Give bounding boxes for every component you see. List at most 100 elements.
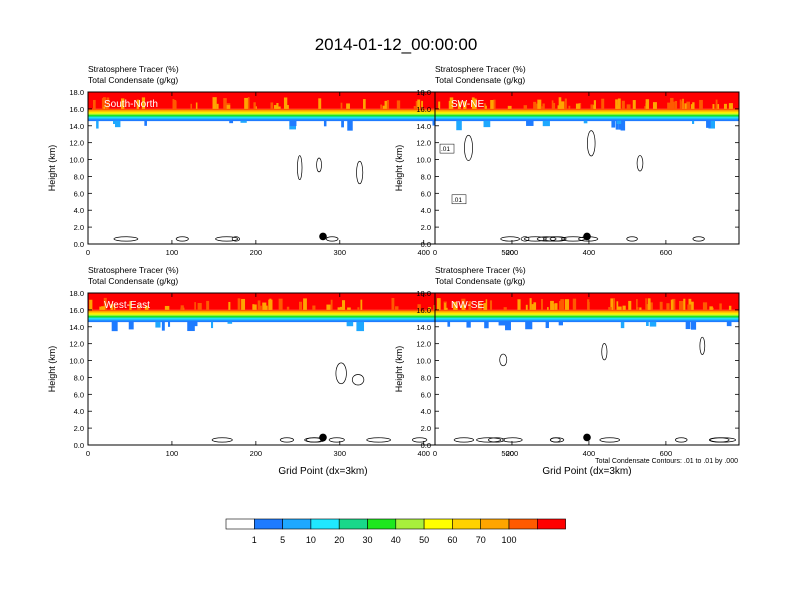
tracer-streak — [551, 100, 554, 109]
y-axis-label: Height (km) — [394, 346, 404, 393]
panel-subtitle-tracer: Stratosphere Tracer (%) — [435, 64, 526, 74]
tracer-streak — [428, 307, 432, 310]
tracer-streak — [537, 99, 542, 109]
x-tick-label: 600 — [660, 248, 673, 257]
tracer-drip — [708, 120, 715, 129]
condensate-contour — [536, 236, 557, 242]
tracer-streak — [380, 104, 383, 109]
colorbar-swatch — [367, 518, 397, 530]
tracer-drip — [558, 321, 563, 326]
tracer-streak — [682, 98, 684, 109]
tracer-streak — [699, 99, 703, 109]
tracer-streak — [141, 97, 146, 109]
tracer-band — [435, 117, 739, 119]
condensate-contour — [499, 353, 508, 367]
x-tick-label: 0 — [433, 449, 437, 458]
condensate-contour — [464, 134, 473, 161]
tracer-band — [435, 110, 739, 112]
tracer-streak — [444, 307, 448, 310]
condensate-contour — [175, 236, 189, 242]
tracer-streak — [483, 303, 487, 310]
tracer-drip — [646, 321, 649, 326]
tracer-streak — [144, 305, 149, 310]
tracer-drip — [144, 120, 147, 126]
colorbar-label: 60 — [447, 535, 457, 545]
tracer-streak — [702, 302, 708, 310]
tracer-streak — [615, 99, 618, 109]
x-tick-label: 400 — [583, 248, 596, 257]
contour-footnote: Total Condensate Contours: .01 to .01 by… — [595, 458, 738, 465]
condensate-contour — [113, 236, 139, 242]
tracer-streak — [613, 298, 616, 310]
colorbar-swatch — [338, 518, 368, 530]
tracer-band — [435, 119, 739, 122]
x-tick-label: 300 — [334, 449, 347, 458]
x-axis-label: Grid Point (dx=3km) — [278, 466, 367, 477]
tracer-streak — [617, 306, 622, 310]
tracer-streak — [523, 105, 528, 109]
x-tick-label: 100 — [166, 248, 179, 257]
condensate-contour — [335, 362, 347, 385]
colorbar-swatch — [254, 518, 283, 530]
tracer-streak — [241, 298, 246, 310]
y-tick-label: 8.0 — [421, 172, 431, 181]
tracer-streak — [687, 304, 692, 310]
y-tick-label: 10.0 — [69, 357, 84, 366]
condensate-contour — [675, 437, 688, 443]
y-tick-label: 4.0 — [74, 206, 84, 215]
tracer-drip — [692, 120, 695, 124]
tracer-band — [88, 110, 558, 112]
tracer-band — [435, 314, 739, 317]
tracer-streak — [195, 102, 198, 109]
tracer-streak — [690, 301, 694, 310]
colorbar-label: 10 — [306, 535, 316, 545]
tracer-streak — [259, 305, 262, 310]
tracer-band — [435, 115, 739, 118]
condensate-contour — [453, 437, 475, 443]
tracer-streak — [541, 299, 543, 310]
tracer-streak — [525, 304, 528, 310]
colorbar-label: 70 — [476, 535, 486, 545]
tracer-streak — [457, 101, 461, 109]
tracer-drip — [168, 321, 171, 327]
tracer-streak — [493, 99, 496, 109]
tracer-streak — [473, 98, 477, 109]
tracer-drip — [620, 120, 626, 131]
tracer-streak — [652, 102, 657, 109]
tracer-band — [88, 309, 558, 312]
tracer-streak — [89, 299, 93, 310]
panel-label: West-East — [104, 300, 150, 311]
tracer-band — [435, 319, 739, 321]
tracer-drip — [685, 321, 691, 330]
condensate-contour — [366, 437, 391, 443]
tracer-streak — [590, 104, 594, 109]
tracer-streak — [339, 306, 345, 310]
condensate-contour — [599, 437, 621, 443]
colorbar-label: 1 — [252, 535, 257, 545]
condensate-contour — [328, 437, 345, 443]
tracer-streak — [137, 304, 141, 310]
tracer-streak — [104, 105, 107, 109]
tracer-drip — [161, 321, 165, 331]
tracer-streak — [639, 307, 642, 310]
tracer-streak — [226, 105, 231, 109]
tracer-streak — [129, 301, 132, 310]
tracer-streak — [628, 300, 632, 310]
tracer-streak — [621, 100, 625, 109]
y-tick-label: 14.0 — [416, 122, 431, 131]
y-tick-label: 0.0 — [421, 441, 431, 450]
tracer-streak — [485, 105, 487, 109]
y-tick-label: 12.0 — [69, 139, 84, 148]
tracer-streak — [610, 298, 614, 310]
panel-subtitle-tracer: Stratosphere Tracer (%) — [88, 265, 179, 275]
tracer-drip — [111, 321, 118, 332]
tracer-drip — [456, 120, 462, 131]
tracer-streak — [395, 306, 399, 310]
tracer-band — [435, 318, 739, 320]
x-tick-label: 200 — [250, 449, 263, 458]
tracer-streak — [686, 101, 691, 109]
tracer-band — [88, 311, 558, 313]
tracer-streak — [670, 97, 674, 109]
tracer-streak — [444, 302, 446, 310]
tracer-streak — [223, 98, 227, 109]
